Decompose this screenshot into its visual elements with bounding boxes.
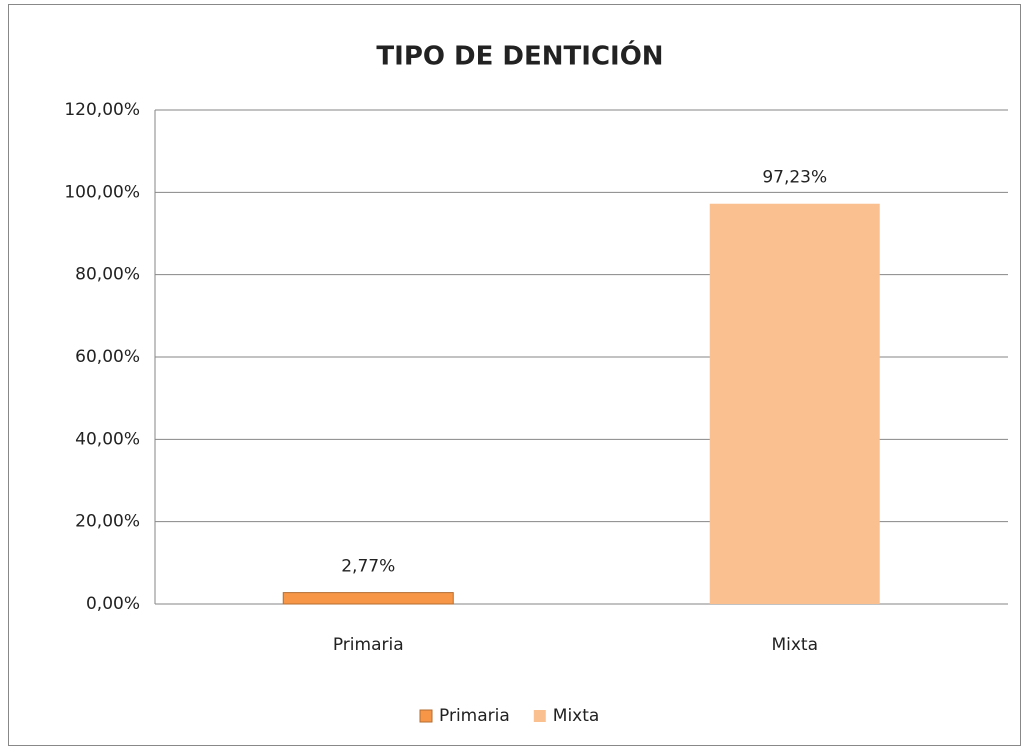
data-label: 2,77% (341, 557, 395, 577)
bar (709, 203, 880, 604)
x-tick-label: Mixta (771, 635, 818, 655)
y-tick-label: 20,00% (75, 512, 140, 532)
bar (282, 592, 454, 605)
y-tick-label: 80,00% (75, 265, 140, 285)
data-label: 97,23% (762, 168, 827, 188)
legend-label: Mixta (553, 706, 600, 726)
chart-title: TIPO DE DENTICIÓN (376, 40, 663, 72)
y-tick-label: 100,00% (64, 182, 140, 202)
legend-label: Primaria (439, 706, 510, 726)
legend-swatch (419, 709, 433, 723)
y-tick-label: 120,00% (64, 100, 140, 120)
x-tick-label: Primaria (333, 635, 404, 655)
y-tick-label: 40,00% (75, 429, 140, 449)
y-tick-label: 0,00% (86, 594, 140, 614)
legend-swatch (533, 710, 546, 722)
y-tick-label: 60,00% (75, 347, 140, 367)
